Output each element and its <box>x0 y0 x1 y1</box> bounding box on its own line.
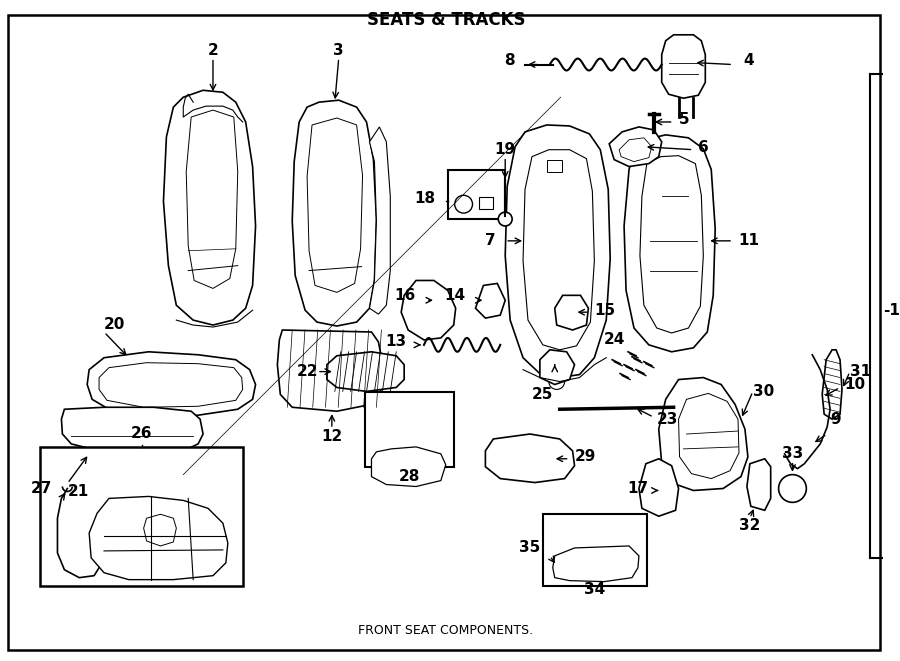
Text: 18: 18 <box>415 191 436 206</box>
Text: 29: 29 <box>574 449 596 464</box>
Text: 13: 13 <box>385 334 406 350</box>
Bar <box>543 514 647 586</box>
Text: 12: 12 <box>321 429 343 444</box>
Text: 19: 19 <box>495 141 516 157</box>
Polygon shape <box>277 330 382 411</box>
Polygon shape <box>639 459 679 516</box>
Text: 26: 26 <box>130 426 152 441</box>
Polygon shape <box>540 350 574 385</box>
Polygon shape <box>186 110 238 288</box>
Text: 33: 33 <box>782 446 803 461</box>
Polygon shape <box>554 295 589 330</box>
Text: 10: 10 <box>844 377 865 392</box>
Text: 27: 27 <box>32 481 52 496</box>
Polygon shape <box>144 514 176 546</box>
Polygon shape <box>662 35 706 98</box>
Circle shape <box>549 373 564 389</box>
Text: 28: 28 <box>399 469 419 484</box>
Text: 30: 30 <box>753 384 774 399</box>
Polygon shape <box>679 393 739 479</box>
Text: 11: 11 <box>738 233 759 249</box>
Text: 31: 31 <box>850 364 871 379</box>
Text: 16: 16 <box>395 288 416 303</box>
Text: 32: 32 <box>739 518 760 533</box>
Text: 7: 7 <box>485 233 495 249</box>
Text: 4: 4 <box>742 53 753 68</box>
Bar <box>547 159 562 171</box>
Polygon shape <box>327 352 404 391</box>
Text: 25: 25 <box>531 387 553 402</box>
Bar <box>447 169 505 219</box>
Polygon shape <box>61 407 203 454</box>
Polygon shape <box>307 118 363 292</box>
Polygon shape <box>485 434 574 483</box>
Text: 21: 21 <box>68 484 88 498</box>
Text: 35: 35 <box>518 541 540 555</box>
Bar <box>40 447 243 586</box>
Polygon shape <box>619 138 652 161</box>
Polygon shape <box>164 91 256 325</box>
Polygon shape <box>747 459 770 510</box>
Polygon shape <box>401 280 455 340</box>
Polygon shape <box>475 284 505 318</box>
Text: 23: 23 <box>657 412 678 426</box>
Text: 9: 9 <box>830 412 841 426</box>
Text: 8: 8 <box>505 53 515 68</box>
Text: 5: 5 <box>679 112 689 128</box>
Text: 6: 6 <box>698 140 709 155</box>
Polygon shape <box>87 352 256 417</box>
Text: 15: 15 <box>594 303 616 318</box>
Text: 3: 3 <box>334 42 344 58</box>
Polygon shape <box>609 127 662 167</box>
Polygon shape <box>292 100 376 326</box>
Polygon shape <box>640 155 703 333</box>
Polygon shape <box>505 125 610 377</box>
Text: 22: 22 <box>297 364 319 379</box>
Polygon shape <box>624 135 716 352</box>
Bar <box>364 393 454 467</box>
Polygon shape <box>553 546 639 582</box>
Bar <box>480 197 493 209</box>
Text: 20: 20 <box>104 317 125 332</box>
Polygon shape <box>659 377 748 490</box>
Circle shape <box>778 475 806 502</box>
Polygon shape <box>99 363 243 407</box>
Polygon shape <box>372 447 446 486</box>
Text: FRONT SEAT COMPONENTS.: FRONT SEAT COMPONENTS. <box>358 624 534 637</box>
Polygon shape <box>523 150 594 350</box>
Text: 24: 24 <box>604 332 625 348</box>
Polygon shape <box>823 350 842 419</box>
Polygon shape <box>89 496 228 580</box>
Circle shape <box>454 195 472 213</box>
Polygon shape <box>370 127 391 314</box>
Text: 34: 34 <box>584 582 605 597</box>
Text: 17: 17 <box>627 481 649 496</box>
Text: SEATS & TRACKS: SEATS & TRACKS <box>366 11 525 29</box>
Text: 14: 14 <box>445 288 465 303</box>
Text: -1: -1 <box>884 303 900 318</box>
Text: 2: 2 <box>208 42 219 58</box>
Circle shape <box>499 212 512 226</box>
